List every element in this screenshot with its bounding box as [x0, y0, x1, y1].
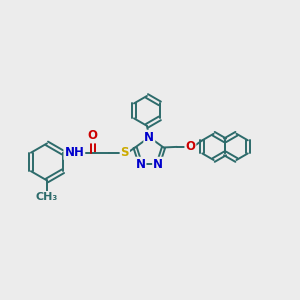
Text: N: N — [153, 158, 163, 171]
Text: O: O — [88, 130, 98, 142]
Text: O: O — [185, 140, 195, 153]
Text: S: S — [121, 146, 129, 159]
Text: N: N — [144, 131, 154, 144]
Text: N: N — [136, 158, 146, 171]
Text: NH: NH — [64, 146, 84, 159]
Text: CH₃: CH₃ — [36, 192, 58, 202]
